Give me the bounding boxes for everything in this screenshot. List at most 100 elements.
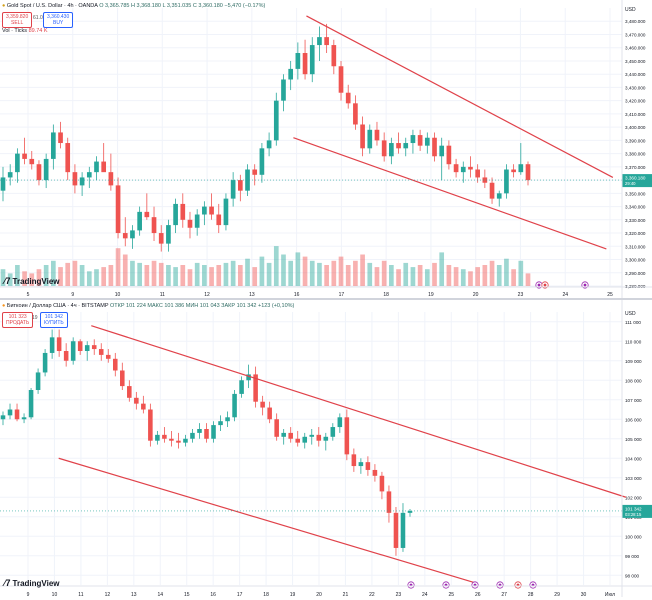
- gold-volume-bar: [511, 269, 516, 286]
- gold-x-tick: 24: [562, 292, 568, 298]
- bitcoin-chart[interactable]: 111 000 110 000 109 000 108 000 107 000 106 0…: [0, 300, 652, 600]
- gold-candle-body: [209, 206, 214, 215]
- btc-candle-body: [407, 510, 413, 513]
- gold-candle-body: [374, 129, 380, 141]
- gold-volume-bar: [317, 262, 322, 286]
- gold-volume-bar: [180, 265, 186, 286]
- gold-x-tick: 23: [518, 292, 524, 298]
- gold-volume-bar: [94, 269, 99, 286]
- gold-volume-label: Vol · Ticks: [2, 28, 28, 34]
- gold-volume-bar: [115, 248, 121, 286]
- gold-sell-label: SELL: [11, 20, 24, 26]
- btc-candle-body: [112, 358, 118, 371]
- btc-sell-button[interactable]: 101 323 ПРОДАТЬ: [2, 312, 34, 328]
- gold-x-tick: 18: [383, 292, 389, 298]
- btc-y-tick: 99 000: [625, 554, 639, 559]
- gold-candle-body: [230, 180, 236, 199]
- btc-currency-label: USD: [625, 311, 636, 317]
- btc-channel-line: [91, 325, 627, 498]
- gold-volume-bar: [266, 262, 272, 286]
- gold-sell-price: 3,359.820: [6, 14, 29, 20]
- btc-x-tick: 15: [184, 592, 190, 598]
- gold-candle-body: [504, 169, 509, 194]
- gold-candle-body: [72, 172, 78, 186]
- gold-x-tick: 16: [294, 292, 300, 298]
- gold-volume-bar: [468, 271, 473, 286]
- btc-candle-body: [344, 417, 350, 455]
- gold-symbol[interactable]: Gold Spot / U.S. Dollar · 4h · OANDA: [6, 3, 98, 9]
- gold-volume-bar: [424, 269, 430, 286]
- gold-candle-body: [65, 143, 71, 173]
- btc-y-tick: 102 000: [625, 495, 642, 500]
- btc-candle-body: [134, 397, 139, 404]
- gold-candle-body: [245, 169, 250, 191]
- gold-candle-body: [151, 217, 157, 234]
- gold-volume-bar: [374, 267, 380, 286]
- gold-chart[interactable]: 3,480.000 3,470.000 3,460.000 3,450.000 3,44…: [0, 0, 652, 298]
- gold-volume-bar: [525, 273, 531, 286]
- gold-candle-body: [302, 53, 308, 75]
- btc-x-tick: 14: [157, 592, 163, 598]
- gold-candle-body: [410, 135, 416, 144]
- btc-x-tick: 29: [554, 592, 560, 598]
- gold-x-tick: 25: [607, 292, 613, 298]
- gold-candle-body: [51, 132, 56, 159]
- gold-x-tick: 13: [249, 292, 255, 298]
- gold-candle-body: [518, 164, 524, 173]
- gold-candle-body: [166, 225, 171, 244]
- btc-candle-body: [330, 427, 336, 437]
- btc-candle-body: [155, 434, 160, 441]
- gold-candle-body: [331, 45, 337, 67]
- btc-x-tick: 10: [52, 592, 58, 598]
- gold-candle-body: [180, 203, 186, 220]
- gold-volume-bar: [338, 256, 344, 286]
- gold-volume-bar: [166, 265, 171, 286]
- tradingview-logo-icon: ⁄7: [4, 578, 11, 588]
- gold-candle-body: [36, 164, 42, 181]
- btc-candle-body: [49, 337, 55, 353]
- gold-candle-body: [86, 172, 92, 178]
- gold-y-tick: 3,300.000: [625, 258, 646, 263]
- gold-volume-bar: [122, 254, 128, 286]
- btc-candle-body: [337, 417, 343, 428]
- gold-y-tick: 3,350.000: [625, 191, 646, 196]
- btc-candle-body: [393, 512, 399, 548]
- gold-y-tick: 3,330.000: [625, 218, 646, 223]
- btc-candle-body: [211, 425, 216, 439]
- btc-y-tick: 98 000: [625, 573, 639, 578]
- btc-ohlc: ОТКР 101 224 МАКС 101 386 МИН 101 043 ЗА…: [109, 303, 295, 309]
- gold-candle-body: [489, 182, 495, 199]
- gold-candle-body: [0, 177, 6, 191]
- gold-volume-bar: [7, 273, 13, 286]
- gold-y-tick: 3,410.000: [625, 112, 646, 117]
- gold-candle-body: [511, 169, 516, 173]
- gold-candle-body: [79, 177, 85, 186]
- gold-channel-line: [293, 137, 607, 250]
- gold-buy-button[interactable]: 3,360.430 BUY: [43, 12, 74, 28]
- btc-y-tick: 109 000: [625, 359, 642, 364]
- btc-x-tick: 23: [396, 592, 402, 598]
- gold-y-tick: 3,390.000: [625, 138, 646, 143]
- gold-volume-bar: [453, 267, 459, 286]
- gold-candle-body: [468, 166, 473, 170]
- btc-candle-body: [63, 351, 69, 361]
- btc-candle-body: [28, 390, 34, 418]
- bitcoin-icon: ●: [2, 303, 6, 309]
- gold-candle-body: [345, 92, 351, 104]
- btc-y-tick: 110 000: [625, 339, 642, 344]
- pane-divider[interactable]: [0, 298, 652, 300]
- gold-candle-body: [367, 129, 373, 149]
- btc-symbol[interactable]: Биткоин / Доллар США · 4ч · BITSTAMP: [6, 303, 109, 309]
- gold-price-tag: [622, 174, 652, 188]
- btc-x-tick: 18: [263, 592, 269, 598]
- btc-buy-button[interactable]: 101 342 КУПИТЬ: [40, 312, 68, 328]
- gold-volume-bar: [482, 265, 488, 286]
- gold-candle-body: [101, 161, 107, 173]
- gold-y-tick: 3,380.000: [625, 152, 646, 157]
- gold-sell-button[interactable]: 3,359.820 SELL: [2, 12, 33, 28]
- btc-candle-body: [400, 512, 406, 548]
- gold-volume-bar: [173, 267, 178, 286]
- btc-candle-body: [260, 401, 265, 408]
- gold-candle-body: [396, 143, 401, 149]
- btc-x-tick: Июл: [605, 592, 615, 598]
